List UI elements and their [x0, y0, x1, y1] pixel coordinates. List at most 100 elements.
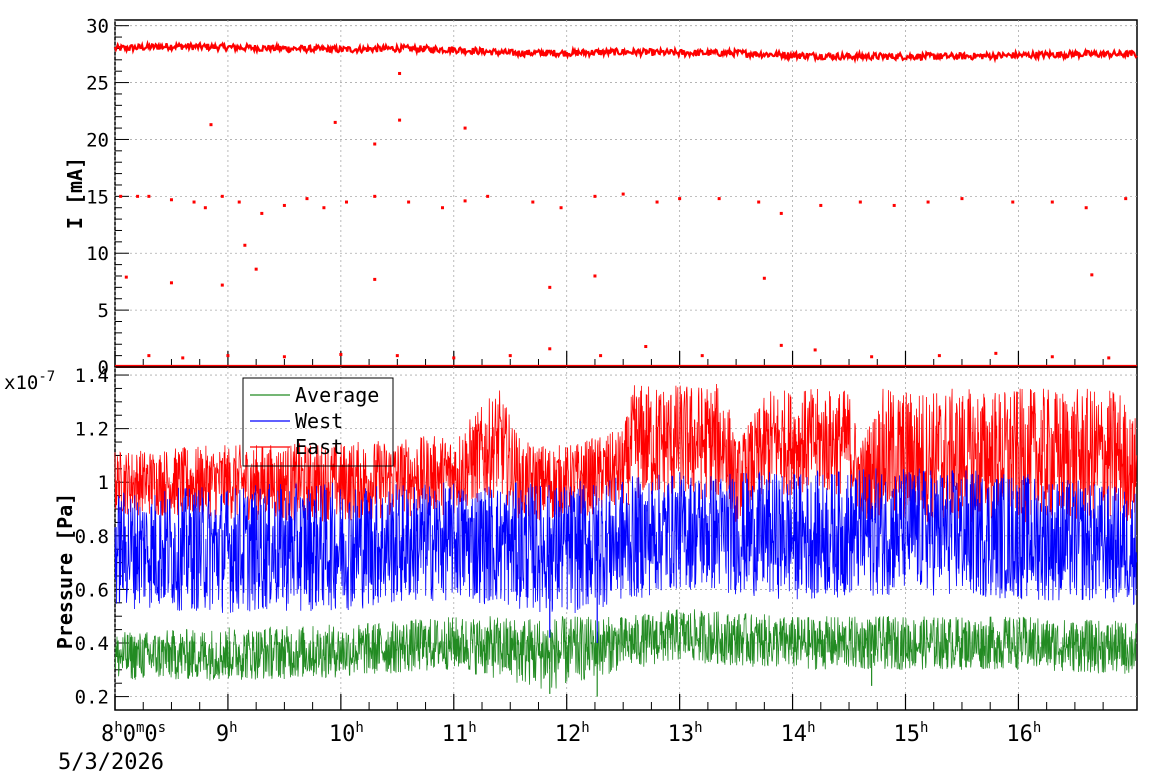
current-point — [209, 123, 213, 127]
current-point — [779, 211, 783, 215]
pressure-panel: 0.20.40.60.811.21.4 Pressure [Pa] x10-7 … — [4, 365, 1138, 775]
current-point — [926, 200, 930, 204]
current-point — [892, 203, 896, 207]
pressure-y-tick-label: 0.8 — [75, 526, 109, 548]
current-y-ticks: 0 5 10 15 20 25 30 — [86, 16, 129, 379]
current-y-tick-label: 30 — [86, 16, 109, 38]
current-point — [463, 126, 467, 130]
current-point — [1011, 200, 1015, 204]
current-point — [407, 200, 411, 204]
current-point — [757, 200, 761, 204]
current-point — [700, 354, 704, 358]
current-point — [1090, 273, 1094, 277]
time-label-15: 15h — [893, 720, 928, 747]
current-point — [762, 276, 766, 280]
pressure-y-tick-label: 0.4 — [75, 633, 109, 655]
pressure-y-tick-label: 0.6 — [75, 579, 109, 601]
time-label-11: 11h — [442, 720, 477, 747]
current-point — [531, 200, 535, 204]
current-point — [282, 355, 286, 359]
current-point — [395, 354, 399, 358]
time-axis-labels: 8h0m0s 9h 10h 11h 12h 13h 14h 15h 16h — [101, 720, 1041, 747]
current-point — [655, 200, 659, 204]
current-point — [644, 345, 648, 349]
time-label-12: 12h — [555, 720, 590, 747]
current-point — [599, 354, 603, 358]
current-y-tick-label: 20 — [86, 129, 109, 151]
current-point — [226, 354, 230, 358]
current-point — [333, 120, 337, 124]
pressure-series-average — [114, 609, 1138, 689]
current-point — [181, 356, 185, 360]
current-trend-trace — [113, 39, 1138, 64]
current-point — [1107, 356, 1111, 360]
current-point — [621, 192, 625, 196]
time-x-ticks — [114, 694, 1104, 710]
legend: Average West East — [242, 377, 394, 467]
current-point — [508, 354, 512, 358]
current-point — [322, 206, 326, 210]
current-point — [260, 211, 264, 215]
current-series-points — [113, 39, 1138, 368]
current-y-tick-label: 25 — [86, 73, 109, 95]
current-point — [339, 352, 343, 356]
current-point — [254, 267, 258, 271]
pressure-y-tick-label: 1 — [98, 472, 109, 494]
time-label-16: 16h — [1006, 720, 1041, 747]
pressure-series-lines — [114, 383, 1138, 697]
current-point — [1084, 206, 1088, 210]
current-y-tick-label: 15 — [86, 186, 109, 208]
current-point — [373, 142, 377, 146]
current-point — [345, 200, 349, 204]
current-point — [220, 283, 224, 287]
current-point — [858, 200, 862, 204]
pressure-y-axis-title: Pressure [Pa] — [53, 493, 77, 650]
current-y-tick-label: 10 — [86, 243, 109, 265]
current-point — [593, 194, 597, 198]
current-point — [243, 243, 247, 247]
current-point — [548, 285, 552, 289]
time-label-8: 8h0m0s — [101, 720, 166, 747]
current-point — [994, 351, 998, 355]
pressure-series-east — [114, 383, 1138, 523]
current-point — [960, 197, 964, 201]
current-point — [678, 197, 682, 201]
current-point — [147, 194, 151, 198]
current-point — [147, 354, 151, 358]
current-point — [593, 274, 597, 278]
current-x-ticks — [114, 351, 1104, 367]
current-point — [282, 203, 286, 207]
current-point — [559, 206, 563, 210]
current-point — [452, 356, 456, 360]
current-point — [440, 206, 444, 210]
current-point — [463, 199, 467, 203]
exponent-label: x10-7 — [4, 369, 55, 394]
current-point — [373, 277, 377, 281]
current-point — [486, 194, 490, 198]
legend-label-east: East — [295, 435, 343, 459]
current-point — [937, 354, 941, 358]
current-point — [220, 194, 224, 198]
legend-box — [242, 377, 394, 467]
current-point — [779, 343, 783, 347]
legend-label-average: Average — [295, 383, 379, 407]
current-point — [124, 275, 128, 279]
pressure-y-tick-label: 0.2 — [75, 687, 109, 709]
current-point — [203, 206, 207, 210]
date-label: 5/3/2026 — [58, 750, 164, 775]
current-y-axis-title: I [mA] — [63, 157, 87, 229]
current-point — [305, 197, 309, 201]
pressure-y-ticks: 0.2 0.4 0.6 0.8 1 1.2 1.4 — [75, 365, 129, 709]
current-point — [819, 203, 823, 207]
current-panel: 0 5 10 15 20 25 30 I [mA] — [63, 16, 1138, 379]
current-point — [717, 197, 721, 201]
current-point — [1124, 197, 1128, 201]
time-label-9: 9h — [216, 720, 238, 747]
current-point — [169, 198, 173, 202]
current-grid — [114, 20, 1137, 367]
current-plot-frame — [114, 19, 1138, 368]
current-point — [398, 71, 402, 75]
current-y-tick-label: 0 — [98, 357, 109, 379]
pressure-y-tick-label: 1.2 — [75, 419, 109, 441]
